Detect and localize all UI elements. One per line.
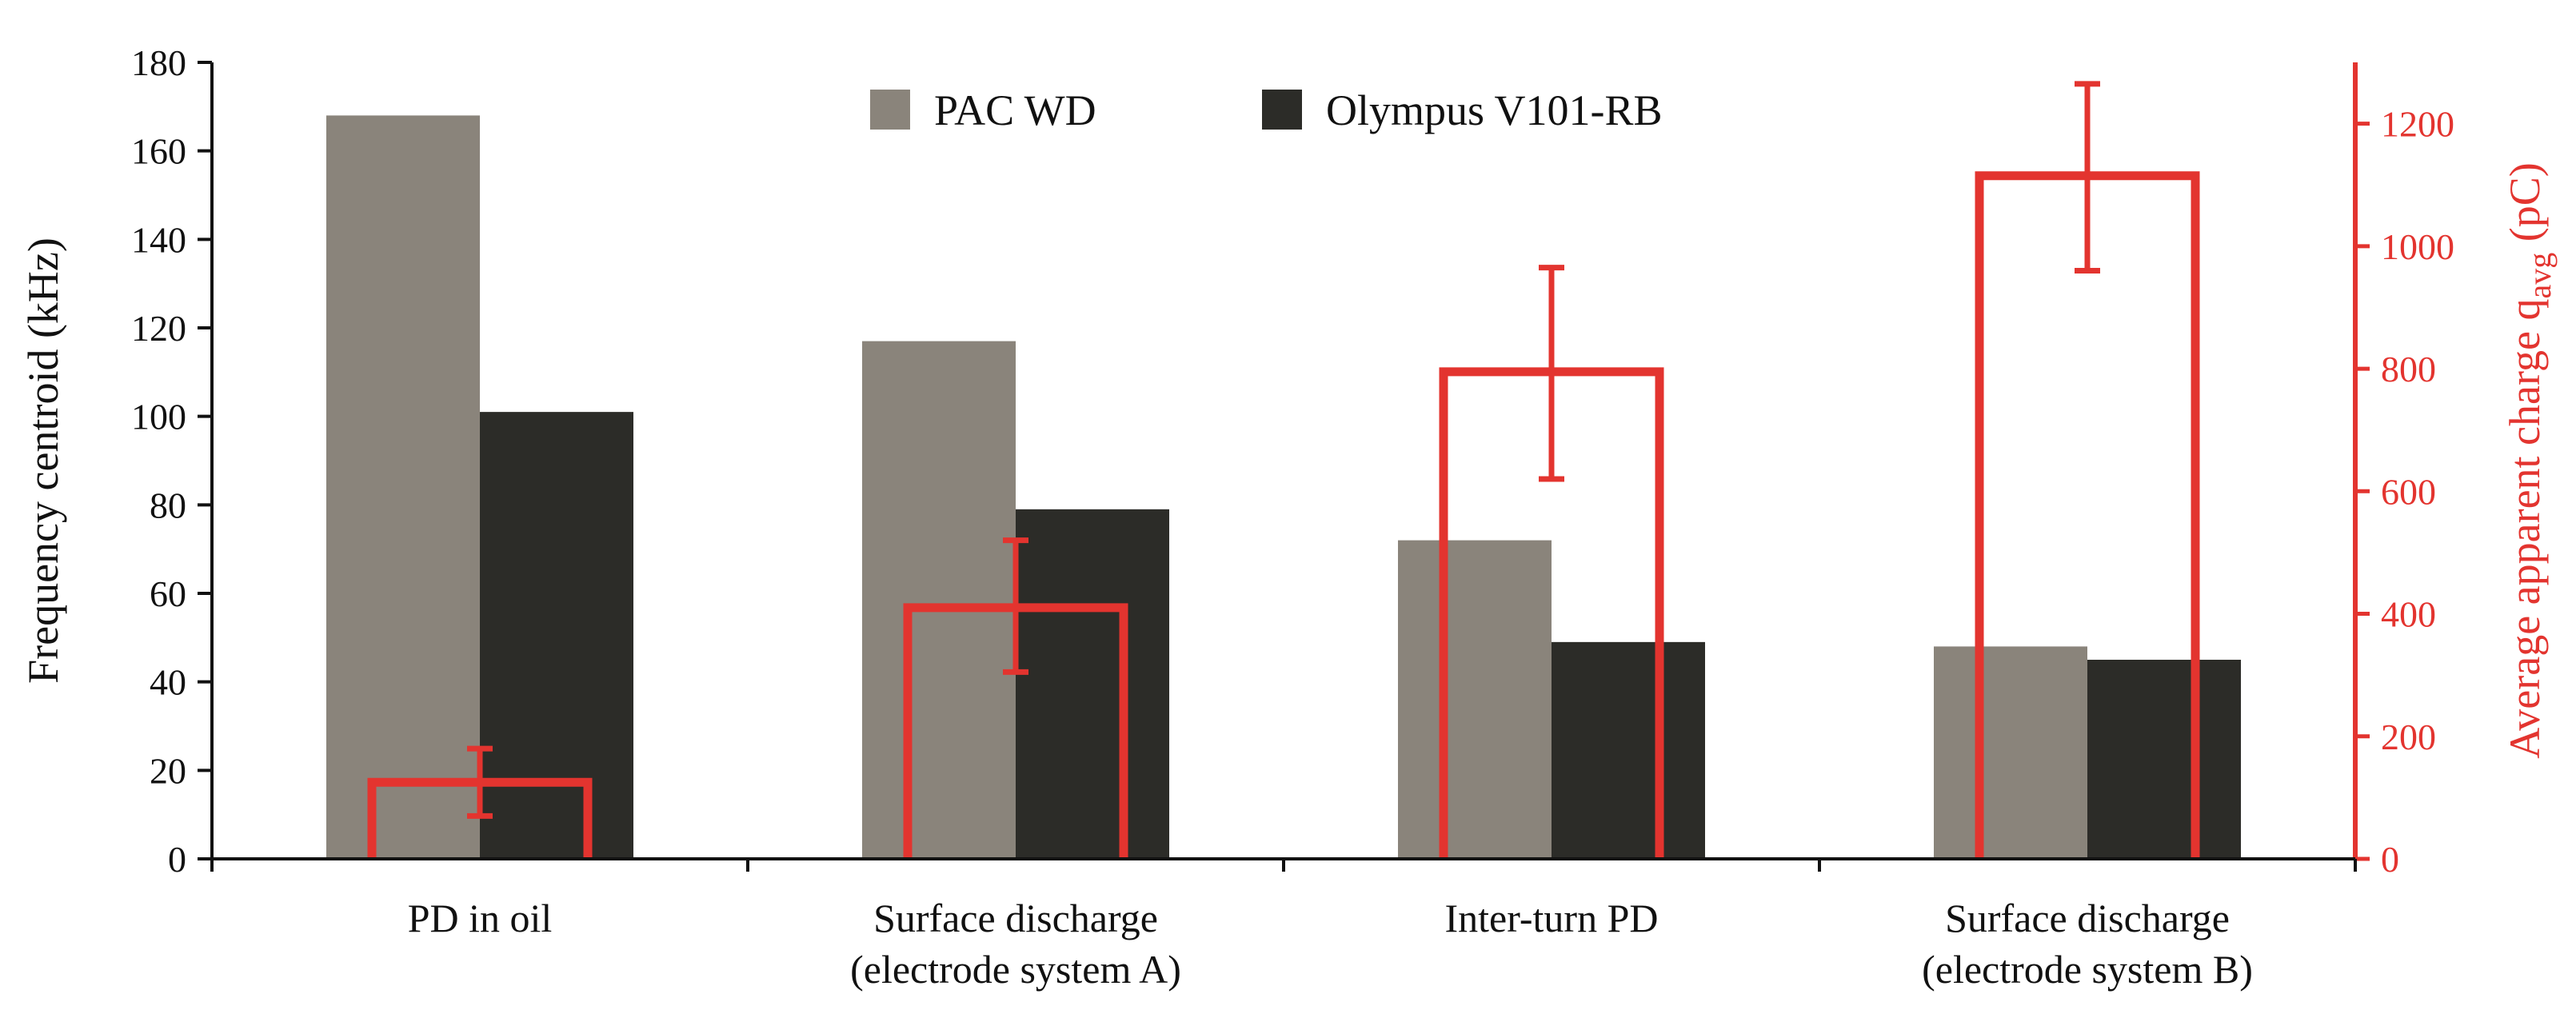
left-tick-label-100: 100 (131, 397, 186, 437)
legend-swatch-1 (1262, 90, 1302, 130)
bar-olympus-3 (2087, 660, 2241, 859)
category-label-0-0: PD in oil (408, 896, 553, 940)
bar-pac-wd-1 (862, 341, 1016, 860)
right-tick-label-400: 400 (2381, 594, 2436, 635)
left-tick-label-80: 80 (150, 485, 186, 525)
left-tick-label-160: 160 (131, 131, 186, 172)
right-axis-title-main: Average apparent charge q (2501, 299, 2549, 759)
right-tick-label-800: 800 (2381, 349, 2436, 389)
right-axis-title: Average apparent charge qavg (pC) (2501, 162, 2558, 758)
legend-swatch-0 (870, 90, 910, 130)
left-tick-label-180: 180 (131, 42, 186, 83)
right-tick-label-200: 200 (2381, 717, 2436, 757)
legend-label-1: Olympus V101-RB (1326, 86, 1663, 134)
bar-olympus-2 (1552, 641, 1705, 859)
left-tick-label-40: 40 (150, 662, 186, 703)
right-tick-label-600: 600 (2381, 471, 2436, 512)
category-label-1-1: (electrode system A) (850, 947, 1181, 992)
right-tick-label-1200: 1200 (2381, 104, 2454, 145)
bar-olympus-1 (1016, 509, 1169, 859)
category-label-2-0: Inter-turn PD (1445, 896, 1659, 940)
right-axis-title-unit: (pC) (2501, 162, 2549, 252)
left-tick-label-20: 20 (150, 750, 186, 791)
category-label-3-1: (electrode system B) (1922, 947, 2253, 992)
bar-pac-wd-0 (326, 115, 480, 859)
bar-olympus-0 (480, 412, 633, 859)
left-tick-label-140: 140 (131, 219, 186, 260)
right-axis-title-subscript: avg (2522, 253, 2558, 299)
left-tick-label-120: 120 (131, 308, 186, 349)
legend-label-0: PAC WD (934, 86, 1096, 134)
category-label-3-0: Surface discharge (1945, 896, 2230, 940)
category-label-1-0: Surface discharge (873, 896, 1158, 940)
left-tick-label-60: 60 (150, 573, 186, 614)
left-tick-label-0: 0 (168, 839, 186, 880)
bar-pac-wd-3 (1934, 646, 2087, 859)
bar-pac-wd-2 (1398, 540, 1552, 859)
right-tick-label-1000: 1000 (2381, 226, 2454, 267)
right-tick-label-0: 0 (2381, 839, 2399, 880)
left-axis-title: Frequency centroid (kHz) (19, 238, 67, 684)
